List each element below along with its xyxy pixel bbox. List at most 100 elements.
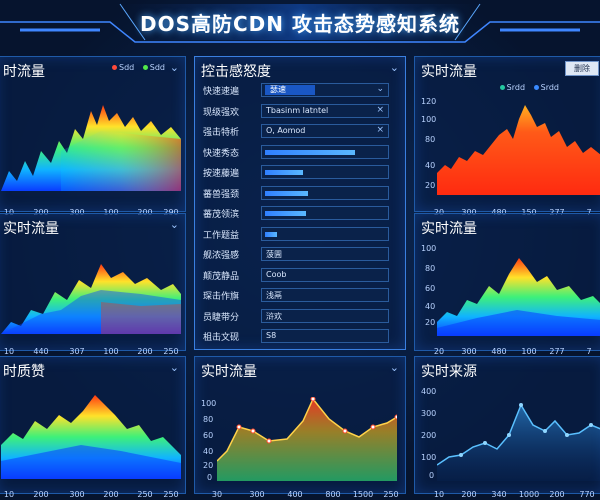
header-bar: DOS高防CDN 攻击态势感知系统 [0,0,600,48]
selected-option[interactable]: 瑟速 [265,85,315,95]
tick-label: 20 [434,208,444,217]
tick-label: 480 [491,347,507,356]
tick-label: 40 [203,447,214,456]
input-value: O, Aomod [266,126,306,135]
value-field[interactable]: 浒欢 [261,308,389,323]
control-row: 按速藤遍 [203,165,389,180]
panel-title: 实时来源 [421,364,477,380]
close-icon[interactable]: × [376,104,384,115]
control-row: 柤击文砚 S8 [203,329,389,344]
control-row: 工作题益 [203,226,389,242]
tick-label: 0 [207,473,213,482]
field-value: 菠圊 [266,250,282,259]
control-label: 颠茂静品 [203,271,240,282]
chevron-down-icon[interactable]: ⌄ [169,61,179,74]
tick-label: 200 [549,490,565,499]
chevron-down-icon[interactable]: ⌄ [169,361,179,374]
value-field[interactable]: S8 [261,329,389,343]
panel-title: 时流量 [3,64,45,80]
legend-label: Srdd [506,83,526,92]
tick-label: 40 [425,161,436,170]
level-slider[interactable] [261,226,389,241]
tick-label: 400 [287,490,303,499]
panel-mid-left: 实时流量 ⌄ 10 440 307 100 200 250 [0,213,186,356]
tick-label: 100 [521,347,537,356]
tick-label: 200 [421,431,437,440]
panel-title: 实时流量 [201,364,257,380]
field-value: 浅鬲 [266,291,282,300]
control-label: 按速藤遍 [203,169,240,179]
chevron-down-icon[interactable]: ⌄ [389,61,399,74]
tick-label: 300 [421,409,437,418]
control-row: 舰浓强感 菠圊 [203,247,389,262]
tick-label: 100 [421,244,437,253]
text-input[interactable]: Tbasinm latntel × [261,103,389,118]
control-row: 强击特析 O, Aomod × [203,124,389,139]
close-icon[interactable]: × [376,125,384,135]
legend-dot-green [142,65,148,70]
page-title: DOS高防CDN 攻击态势感知系统 [140,12,460,36]
legend-dot-blue [533,85,539,90]
chevron-down-icon[interactable]: ⌄ [376,84,384,94]
tick-label: 40 [425,302,436,311]
chevron-down-icon[interactable]: ⌄ [389,361,399,374]
tick-label: 60 [203,431,214,440]
tick-label: 7 [586,208,591,217]
tick-label: 300 [69,208,84,217]
control-label: 琛击作旗 [203,292,240,302]
panel-title: 控击感怒度 [201,64,271,80]
tick-label: 10 [3,347,15,356]
panel-bottom-right: 实时来源 400 300 200 100 0 10 200 340 1000 2… [414,356,600,499]
slider-fill [265,149,355,155]
tick-label: 300 [69,490,85,499]
tick-label: 250 [383,490,399,499]
text-input[interactable]: O, Aomod × [261,124,389,138]
tick-label: 80 [425,264,436,273]
mode-select[interactable]: 瑟速 ⌄ [261,83,389,97]
slider-fill [265,170,303,175]
slider-fill [265,190,308,196]
control-label: 强击特析 [203,128,240,138]
tick-label: 100 [103,208,118,217]
tick-label: 480 [491,208,506,217]
tick-label: 200 [33,208,48,217]
tick-label: 10 [4,208,14,217]
value-field[interactable]: Coob [261,267,389,282]
legend: Srdd Srdd [494,83,559,92]
line-area-chart [437,403,600,481]
header-frame [0,3,600,43]
tick-label: 440 [33,347,49,356]
value-field[interactable]: 菠圊 [261,247,389,261]
level-slider[interactable] [261,206,389,220]
delete-button[interactable]: 删除 [565,61,599,76]
level-slider[interactable] [261,144,389,159]
tick-label: 1000 [518,490,540,499]
field-value: 浒欢 [266,311,282,321]
tick-label: 200 [137,347,153,356]
control-row: 琛击作旗 浅鬲 [203,288,389,303]
level-slider[interactable] [261,165,389,179]
tick-label: 0 [429,471,435,480]
value-field[interactable]: 浅鬲 [261,288,389,302]
tick-label: 1500 [352,490,374,499]
panel-bottom-left: 时质赞 ⌄ 10 200 300 200 250 250 [0,356,186,499]
tick-label: 770 [579,490,595,499]
tick-label: 20 [433,347,445,356]
tick-label: 20 [203,461,214,470]
tick-label: 277 [549,208,564,217]
tick-label: 250 [163,347,179,356]
control-row: 快速速遍 瑟速 ⌄ [203,83,389,98]
tick-label: 80 [203,415,214,424]
level-slider[interactable] [261,185,389,200]
tick-label: 277 [549,347,565,356]
tick-label: 60 [425,284,436,293]
panel-title: 实时流量 [421,64,477,80]
panel-top-left: 时流量 Sdd Sdd ⌄ 10 200 300 100 200 290 [0,56,186,217]
tick-label: 100 [201,399,217,408]
selected-label: 瑟速 [270,85,286,94]
legend-dot-red [111,65,117,70]
field-value: Coob [266,269,287,279]
tick-label: 400 [421,387,437,396]
chevron-down-icon[interactable]: ⌄ [169,218,179,231]
control-label: 工作题益 [203,230,240,241]
